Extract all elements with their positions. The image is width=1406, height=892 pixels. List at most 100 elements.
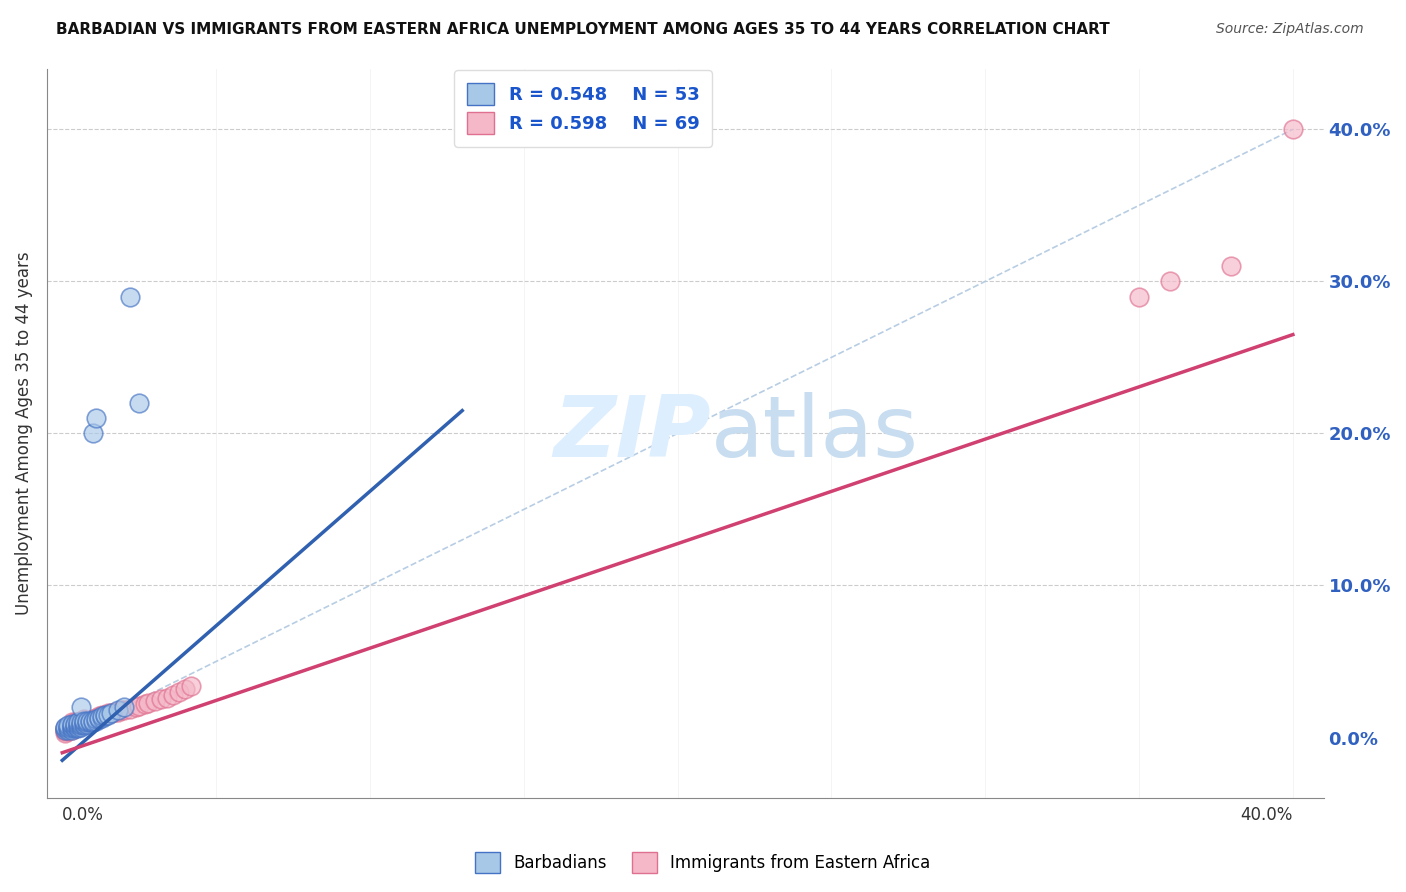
Point	[162, 688, 184, 702]
Point	[89, 712, 111, 726]
Point	[60, 722, 83, 736]
Point	[112, 703, 135, 717]
Point	[84, 411, 107, 425]
Point	[63, 716, 86, 731]
Point	[134, 697, 156, 711]
Point	[58, 723, 80, 737]
Point	[118, 289, 141, 303]
Point	[174, 681, 197, 696]
Point	[91, 711, 114, 725]
Point	[60, 716, 83, 731]
Point	[167, 685, 190, 699]
Point	[66, 722, 89, 736]
Point	[89, 709, 111, 723]
Point	[60, 723, 83, 737]
Point	[73, 718, 96, 732]
Point	[60, 723, 83, 737]
Point	[118, 701, 141, 715]
Point	[103, 705, 125, 719]
Point	[76, 715, 98, 730]
Point	[63, 722, 86, 736]
Point	[82, 712, 104, 726]
Point	[100, 706, 122, 721]
Point	[89, 711, 111, 725]
Point	[69, 718, 91, 732]
Point	[58, 720, 80, 734]
Point	[69, 718, 91, 732]
Point	[149, 692, 172, 706]
Point	[69, 716, 91, 731]
Point	[63, 722, 86, 736]
Text: BARBADIAN VS IMMIGRANTS FROM EASTERN AFRICA UNEMPLOYMENT AMONG AGES 35 TO 44 YEA: BARBADIAN VS IMMIGRANTS FROM EASTERN AFR…	[56, 22, 1109, 37]
Point	[125, 700, 148, 714]
Legend: Barbadians, Immigrants from Eastern Africa: Barbadians, Immigrants from Eastern Afri…	[468, 846, 938, 880]
Point	[112, 700, 135, 714]
Point	[82, 715, 104, 730]
Point	[97, 706, 120, 721]
Point	[107, 703, 129, 717]
Point	[84, 712, 107, 726]
Point	[89, 711, 111, 725]
Point	[53, 723, 76, 737]
Point	[58, 722, 80, 736]
Point	[82, 714, 104, 728]
Point	[76, 716, 98, 731]
Point	[53, 722, 76, 736]
Point	[73, 716, 96, 731]
Point	[94, 707, 117, 722]
Text: atlas: atlas	[711, 392, 918, 475]
Point	[69, 716, 91, 731]
Point	[91, 707, 114, 722]
Point	[82, 714, 104, 728]
Point	[76, 716, 98, 731]
Point	[58, 720, 80, 734]
Point	[76, 714, 98, 728]
Text: Source: ZipAtlas.com: Source: ZipAtlas.com	[1216, 22, 1364, 37]
Text: 0.0%: 0.0%	[62, 806, 104, 824]
Point	[58, 722, 80, 736]
Point	[53, 722, 76, 736]
Point	[69, 700, 91, 714]
Point	[53, 723, 76, 737]
Point	[66, 720, 89, 734]
Point	[69, 715, 91, 730]
Point	[156, 690, 179, 705]
Point	[82, 426, 104, 441]
Point	[143, 694, 166, 708]
Point	[63, 715, 86, 730]
Point	[53, 724, 76, 739]
Point	[76, 715, 98, 730]
Point	[73, 716, 96, 731]
Point	[128, 396, 150, 410]
Point	[69, 720, 91, 734]
Point	[73, 715, 96, 730]
Point	[110, 703, 132, 717]
Point	[73, 714, 96, 728]
Point	[97, 707, 120, 722]
Point	[1220, 259, 1243, 273]
Point	[76, 714, 98, 728]
Point	[100, 706, 122, 721]
Point	[79, 714, 101, 728]
Point	[60, 722, 83, 736]
Point	[128, 698, 150, 713]
Y-axis label: Unemployment Among Ages 35 to 44 years: Unemployment Among Ages 35 to 44 years	[15, 252, 32, 615]
Point	[79, 714, 101, 728]
Legend: R = 0.548    N = 53, R = 0.598    N = 69: R = 0.548 N = 53, R = 0.598 N = 69	[454, 70, 711, 147]
Point	[66, 716, 89, 731]
Point	[60, 720, 83, 734]
Point	[60, 718, 83, 732]
Point	[73, 715, 96, 730]
Point	[66, 715, 89, 730]
Point	[58, 718, 80, 732]
Point	[66, 718, 89, 732]
Text: ZIP: ZIP	[553, 392, 711, 475]
Point	[79, 715, 101, 730]
Point	[69, 715, 91, 730]
Point	[63, 720, 86, 734]
Point	[58, 720, 80, 734]
Text: 40.0%: 40.0%	[1240, 806, 1294, 824]
Point	[84, 711, 107, 725]
Point	[94, 707, 117, 722]
Point	[94, 709, 117, 723]
